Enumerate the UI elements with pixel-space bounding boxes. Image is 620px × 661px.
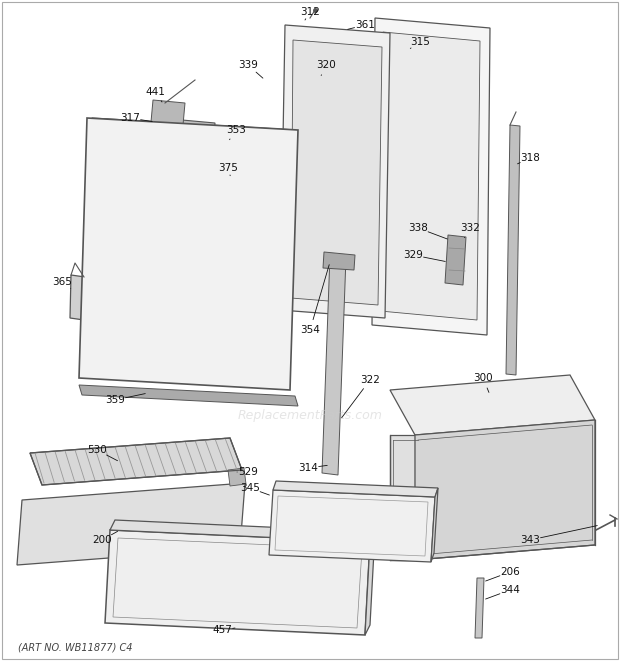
Polygon shape	[475, 578, 484, 638]
Text: 365: 365	[52, 277, 72, 287]
Polygon shape	[390, 435, 415, 560]
Text: 530: 530	[87, 445, 107, 455]
Polygon shape	[105, 530, 370, 635]
Text: 361: 361	[355, 20, 375, 30]
Text: 441: 441	[145, 87, 165, 97]
Text: 312: 312	[300, 7, 320, 17]
Polygon shape	[291, 40, 382, 305]
Text: 329: 329	[403, 250, 423, 260]
Text: 339: 339	[238, 60, 258, 70]
Polygon shape	[110, 520, 375, 542]
Polygon shape	[90, 195, 283, 370]
Polygon shape	[79, 385, 298, 406]
Text: 375: 375	[218, 163, 238, 173]
Polygon shape	[30, 438, 242, 485]
Text: 317: 317	[120, 113, 140, 123]
Polygon shape	[17, 483, 245, 565]
Polygon shape	[280, 25, 390, 318]
Polygon shape	[219, 140, 240, 158]
Polygon shape	[273, 481, 438, 497]
Text: 354: 354	[300, 325, 320, 335]
Text: 359: 359	[105, 395, 125, 405]
Polygon shape	[390, 375, 595, 435]
Text: 300: 300	[473, 373, 493, 383]
Polygon shape	[506, 125, 520, 375]
Text: 315: 315	[410, 37, 430, 47]
Text: 332: 332	[460, 223, 480, 233]
Polygon shape	[380, 32, 480, 320]
Text: 322: 322	[360, 375, 380, 385]
Polygon shape	[269, 490, 435, 562]
Text: 314: 314	[298, 463, 318, 473]
Polygon shape	[322, 255, 346, 475]
Text: ReplacementParts.com: ReplacementParts.com	[237, 408, 383, 422]
Polygon shape	[151, 100, 185, 125]
Text: (ART NO. WB11877) C4: (ART NO. WB11877) C4	[18, 643, 133, 653]
Text: 344: 344	[500, 585, 520, 595]
Polygon shape	[323, 252, 355, 270]
Text: 353: 353	[226, 125, 246, 135]
Text: 320: 320	[316, 60, 336, 70]
Text: 529: 529	[238, 467, 258, 477]
Text: 200: 200	[92, 535, 112, 545]
Polygon shape	[70, 275, 85, 320]
Polygon shape	[415, 420, 595, 560]
Polygon shape	[365, 532, 375, 635]
Text: 318: 318	[520, 153, 540, 163]
Text: 206: 206	[500, 567, 520, 577]
Text: 345: 345	[240, 483, 260, 493]
Polygon shape	[372, 18, 490, 335]
Text: 457: 457	[212, 625, 232, 635]
Polygon shape	[228, 468, 246, 486]
Text: 338: 338	[408, 223, 428, 233]
Polygon shape	[431, 488, 438, 562]
Text: 343: 343	[520, 535, 540, 545]
Polygon shape	[445, 235, 466, 285]
Polygon shape	[87, 118, 295, 168]
Polygon shape	[79, 118, 298, 390]
Polygon shape	[157, 118, 215, 160]
